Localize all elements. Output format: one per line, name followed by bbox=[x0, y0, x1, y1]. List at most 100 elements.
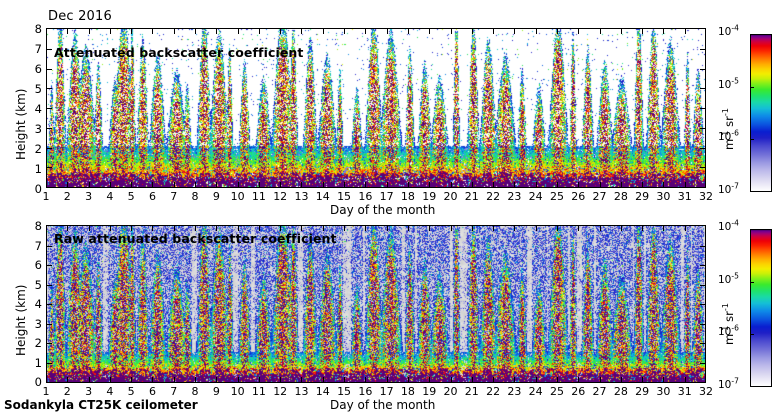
xtick-label-19: 19 bbox=[422, 385, 437, 398]
axis-tick bbox=[365, 182, 367, 187]
axis-tick bbox=[471, 29, 473, 34]
axis-tick bbox=[642, 182, 644, 187]
xtick-label-14: 14 bbox=[315, 385, 330, 398]
colorbar-tick-mark bbox=[750, 139, 754, 141]
axis-tick bbox=[47, 127, 52, 129]
axis-tick bbox=[258, 182, 260, 187]
cb-tick-exponent: -6 bbox=[731, 128, 739, 138]
axis-tick bbox=[47, 265, 52, 266]
xtick-label-6: 6 bbox=[148, 190, 156, 203]
axis-tick bbox=[131, 29, 133, 34]
xtick-label-26: 26 bbox=[571, 385, 586, 398]
axis-tick bbox=[535, 29, 537, 34]
xtick-label-31: 31 bbox=[677, 385, 692, 398]
cb-tick-exponent: -7 bbox=[731, 376, 739, 386]
cb-unit-exp2-top: -1 bbox=[720, 107, 731, 117]
axis-tick bbox=[322, 377, 324, 382]
xtick-label-30: 30 bbox=[656, 385, 671, 398]
xlabel-top: Day of the month bbox=[330, 203, 436, 217]
xtick-label-13: 13 bbox=[294, 190, 309, 203]
axis-tick bbox=[386, 377, 388, 382]
axis-tick bbox=[450, 29, 452, 34]
cb-unit-sr-top: sr bbox=[722, 116, 736, 131]
xlabel-bottom: Day of the month bbox=[330, 398, 436, 412]
axis-tick bbox=[450, 377, 452, 382]
cb-unit-m-bottom: m bbox=[722, 333, 736, 345]
axis-tick bbox=[173, 182, 175, 187]
axis-tick bbox=[642, 377, 644, 382]
cb-tick-mantissa: 10 bbox=[718, 379, 732, 391]
xtick-label-15: 15 bbox=[337, 385, 352, 398]
cb-unit-sr-bottom: sr bbox=[722, 311, 736, 326]
axis-tick bbox=[67, 29, 69, 34]
axis-tick bbox=[216, 182, 218, 187]
ytick-bottom-6: 6 bbox=[34, 258, 42, 272]
axis-tick bbox=[514, 377, 516, 382]
axis-tick bbox=[88, 29, 90, 34]
xtick-label-10: 10 bbox=[230, 385, 245, 398]
axis-tick bbox=[344, 29, 346, 34]
axis-tick bbox=[47, 108, 52, 109]
axis-tick bbox=[280, 377, 282, 382]
colorbar-tick-mark bbox=[750, 334, 754, 336]
axis-tick bbox=[152, 182, 154, 187]
axis-tick bbox=[450, 226, 452, 231]
axis-tick bbox=[280, 29, 282, 34]
ytick-top-5: 5 bbox=[34, 82, 42, 96]
xtick-label-19: 19 bbox=[422, 190, 437, 203]
xtick-label-18: 18 bbox=[400, 190, 415, 203]
colorbar-unit-top: m-1 sr-1 bbox=[720, 107, 736, 150]
axis-tick bbox=[450, 182, 452, 187]
axis-tick bbox=[684, 29, 686, 34]
xtick-label-11: 11 bbox=[251, 190, 266, 203]
cb-unit-exp1-top: -1 bbox=[720, 130, 731, 139]
xtick-label-9: 9 bbox=[212, 385, 220, 398]
axis-tick bbox=[700, 68, 705, 70]
axis-tick bbox=[493, 377, 495, 382]
ytick-bottom-2: 2 bbox=[34, 336, 42, 350]
colorbar-tick--4: 10-4 bbox=[718, 219, 739, 233]
xtick-label-28: 28 bbox=[613, 190, 628, 203]
panel-raw-attenuated-backscatter-plot[interactable] bbox=[46, 225, 706, 383]
axis-tick bbox=[514, 226, 516, 231]
xtick-label-6: 6 bbox=[148, 385, 156, 398]
axis-tick bbox=[471, 226, 473, 231]
axis-tick bbox=[700, 167, 705, 169]
cb-unit-m-top: m bbox=[722, 138, 736, 150]
xtick-label-31: 31 bbox=[677, 190, 692, 203]
axis-tick bbox=[109, 377, 111, 382]
colorbar-bottom[interactable] bbox=[750, 229, 772, 387]
cb-tick-mantissa: 10 bbox=[718, 131, 732, 144]
xtick-label-29: 29 bbox=[635, 385, 650, 398]
colorbar-top[interactable] bbox=[750, 34, 772, 192]
cb-tick-mantissa: 10 bbox=[718, 221, 732, 233]
axis-tick bbox=[280, 182, 282, 187]
cb-tick-exponent: -4 bbox=[731, 23, 739, 33]
cb-unit-exp1-bottom: -1 bbox=[720, 325, 731, 334]
xtick-label-25: 25 bbox=[549, 385, 564, 398]
axis-tick bbox=[47, 68, 52, 70]
xtick-label-20: 20 bbox=[443, 190, 458, 203]
axis-tick bbox=[663, 377, 665, 382]
axis-tick bbox=[642, 226, 644, 231]
axis-tick bbox=[578, 377, 580, 382]
ytick-top-8: 8 bbox=[34, 22, 42, 36]
xtick-label-8: 8 bbox=[191, 190, 199, 203]
xtick-label-2: 2 bbox=[63, 385, 71, 398]
colorbar-tick-mark bbox=[750, 86, 754, 88]
axis-tick bbox=[195, 377, 197, 382]
axis-tick bbox=[195, 29, 197, 34]
axis-tick bbox=[700, 323, 705, 325]
ytick-bottom-0: 0 bbox=[34, 375, 42, 389]
axis-tick bbox=[237, 226, 239, 231]
ytick-bottom-4: 4 bbox=[34, 297, 42, 311]
xtick-label-29: 29 bbox=[635, 190, 650, 203]
axis-tick bbox=[67, 182, 69, 187]
panel-attenuated-backscatter-plot[interactable] bbox=[46, 28, 706, 188]
axis-tick bbox=[47, 323, 52, 325]
panel-title-attenuated: Attenuated backscatter coefficient bbox=[54, 45, 304, 60]
ytick-top-4: 4 bbox=[34, 102, 42, 116]
axis-tick bbox=[386, 226, 388, 231]
xtick-label-4: 4 bbox=[106, 385, 114, 398]
